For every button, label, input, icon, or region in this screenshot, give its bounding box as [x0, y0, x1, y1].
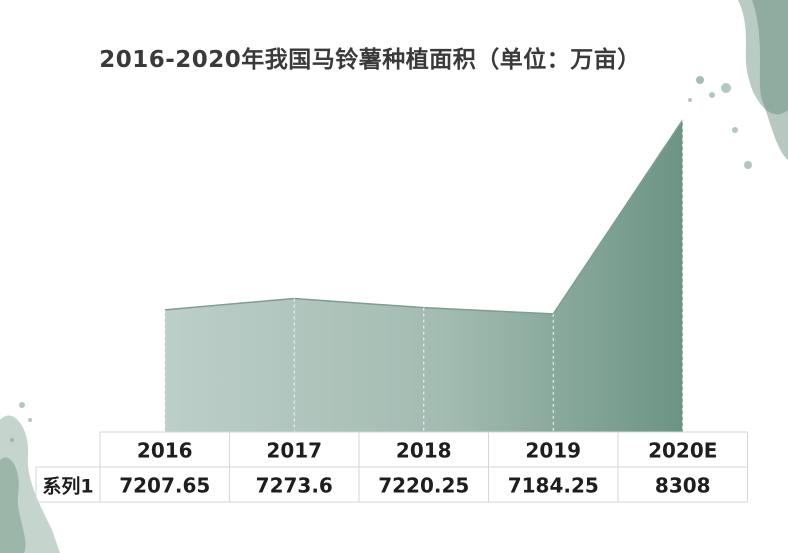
data-value-label: 7273.6 [256, 474, 333, 498]
chart-title: 2016-2020年我国马铃薯种植面积（单位：万亩） [99, 47, 641, 73]
data-value-label: 7220.25 [378, 474, 469, 498]
area-series-1 [164, 119, 683, 432]
data-value-label: 7184.25 [508, 474, 599, 498]
area-edge-line [164, 119, 684, 315]
series-name-label: 系列1 [42, 476, 93, 498]
x-tick-label: 2017 [266, 439, 322, 463]
data-value-label: 8308 [655, 474, 711, 498]
data-value-label: 7207.65 [119, 474, 210, 498]
x-tick-label: 2018 [396, 439, 452, 463]
x-tick-label: 2016 [137, 439, 193, 463]
x-tick-label: 2019 [525, 439, 581, 463]
x-tick-label: 2020E [648, 439, 717, 463]
